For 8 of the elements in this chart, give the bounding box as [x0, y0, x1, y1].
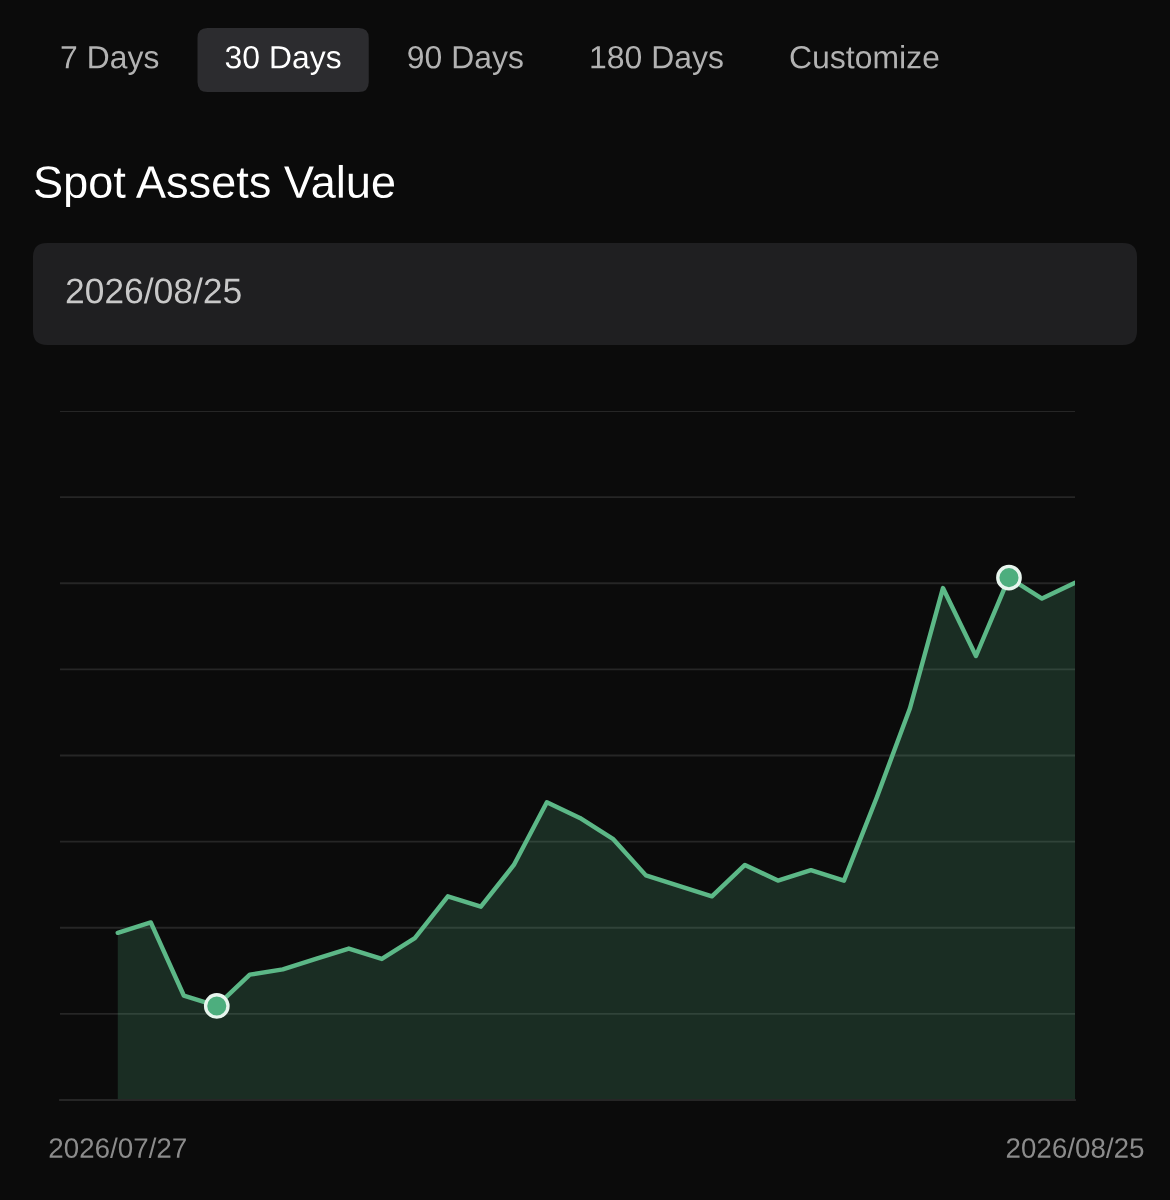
text: Customize	[790, 45, 939, 69]
text: 30 Days	[225, 45, 341, 75]
x-tick-label: 2026/07/27	[49, 1137, 186, 1158]
chart-subtitle: 2026/08/25	[66, 277, 241, 304]
text: 7 Days	[61, 46, 159, 75]
text: 90 Days	[408, 45, 523, 75]
text: 180 Days	[591, 45, 723, 75]
chart-title: Spot Assets Value	[35, 164, 395, 208]
